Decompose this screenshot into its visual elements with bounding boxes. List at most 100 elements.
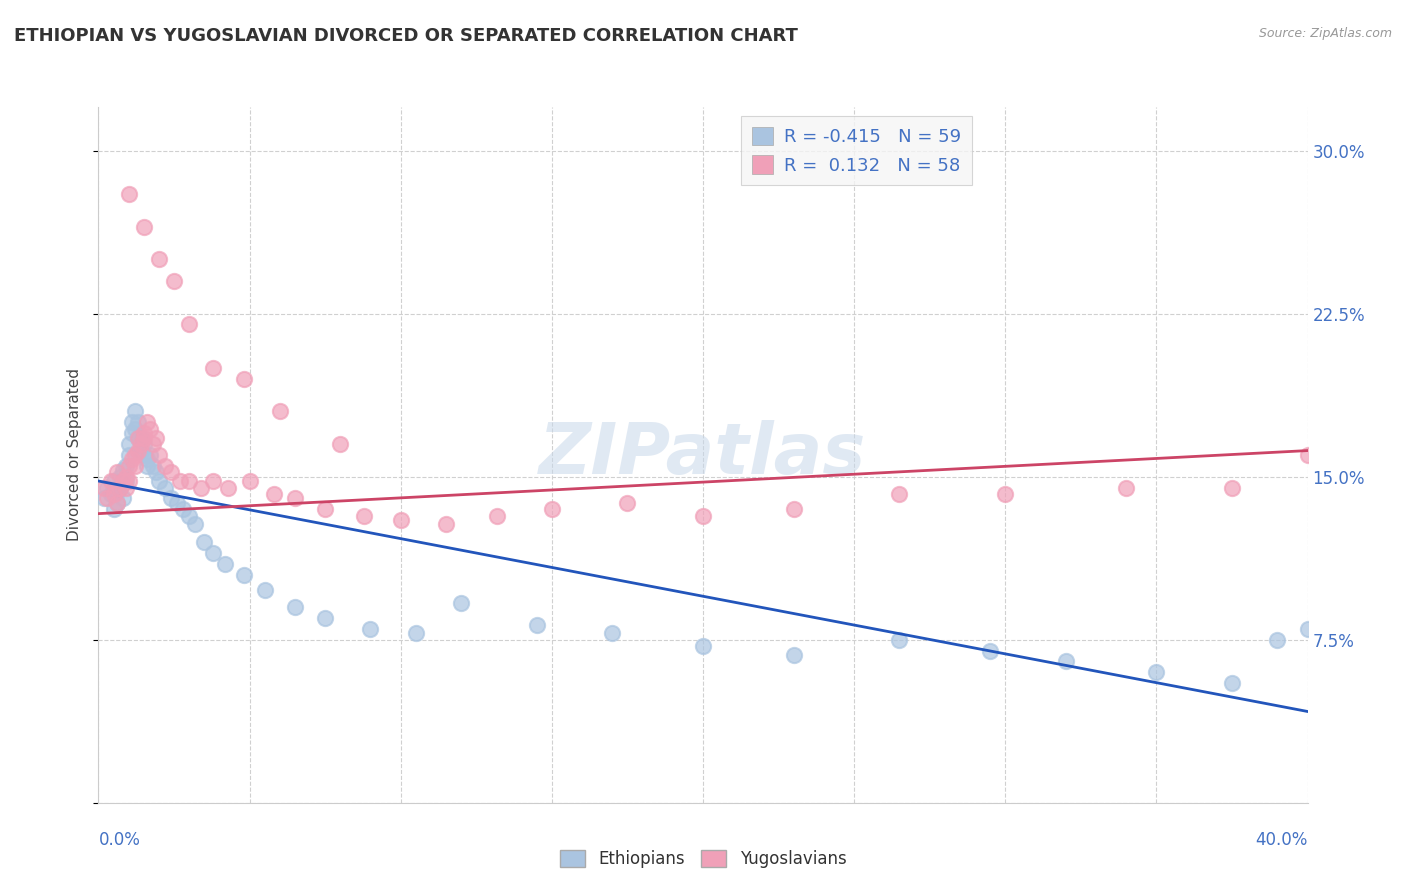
Point <box>135 458 157 473</box>
Point <box>118 186 141 201</box>
Point <box>108 481 131 495</box>
Point <box>284 600 307 615</box>
Point <box>142 458 165 473</box>
Point <box>692 639 714 653</box>
Point <box>132 219 155 234</box>
Point <box>111 491 134 506</box>
Point <box>124 404 146 418</box>
Point <box>148 252 170 267</box>
Point <box>127 431 149 445</box>
Point <box>148 448 170 462</box>
Point <box>166 496 188 510</box>
Legend: R = -0.415   N = 59, R =  0.132   N = 58: R = -0.415 N = 59, R = 0.132 N = 58 <box>741 116 972 186</box>
Point <box>105 496 128 510</box>
Text: Source: ZipAtlas.com: Source: ZipAtlas.com <box>1258 27 1392 40</box>
Point <box>329 437 352 451</box>
Point <box>114 481 136 495</box>
Point <box>202 360 225 375</box>
Point <box>172 502 194 516</box>
Point <box>135 452 157 467</box>
Point <box>217 481 239 495</box>
Point <box>314 611 336 625</box>
Point <box>360 622 382 636</box>
Point <box>179 508 201 523</box>
Point <box>450 596 472 610</box>
Point <box>1220 481 1243 495</box>
Point <box>100 474 122 488</box>
Point <box>232 372 254 386</box>
Point <box>114 458 136 473</box>
Point <box>526 617 548 632</box>
Point <box>1296 448 1319 462</box>
Point <box>145 431 167 445</box>
Y-axis label: Divorced or Separated: Divorced or Separated <box>66 368 82 541</box>
Text: ETHIOPIAN VS YUGOSLAVIAN DIVORCED OR SEPARATED CORRELATION CHART: ETHIOPIAN VS YUGOSLAVIAN DIVORCED OR SEP… <box>14 27 799 45</box>
Point <box>139 422 162 436</box>
Point <box>127 443 149 458</box>
Point <box>160 466 183 480</box>
Point <box>263 487 285 501</box>
Point <box>979 643 1001 657</box>
Point <box>96 481 118 495</box>
Point <box>124 422 146 436</box>
Point <box>405 626 427 640</box>
Point <box>783 648 806 662</box>
Point <box>486 508 509 523</box>
Point <box>434 517 457 532</box>
Point <box>114 469 136 483</box>
Point <box>118 474 141 488</box>
Point <box>1327 682 1350 697</box>
Point <box>160 491 183 506</box>
Point <box>269 404 291 418</box>
Point <box>602 626 624 640</box>
Point <box>124 458 146 473</box>
Point <box>93 481 115 495</box>
Point <box>103 502 125 516</box>
Point <box>540 502 562 516</box>
Point <box>127 431 149 445</box>
Point <box>127 415 149 429</box>
Point <box>314 502 336 516</box>
Point <box>214 557 236 571</box>
Point <box>142 437 165 451</box>
Point <box>389 513 412 527</box>
Point <box>184 517 207 532</box>
Point <box>1115 481 1137 495</box>
Point <box>783 502 806 516</box>
Point <box>96 491 118 506</box>
Point <box>105 466 128 480</box>
Point <box>253 582 276 597</box>
Point <box>145 466 167 480</box>
Point <box>103 487 125 501</box>
Point <box>118 437 141 451</box>
Point <box>129 437 152 451</box>
Point <box>190 481 212 495</box>
Point <box>616 496 638 510</box>
Point <box>103 474 125 488</box>
Point <box>132 426 155 441</box>
Point <box>232 567 254 582</box>
Point <box>100 487 122 501</box>
Point <box>163 274 186 288</box>
Point <box>239 474 262 488</box>
Point <box>353 508 375 523</box>
Point <box>129 443 152 458</box>
Point <box>193 535 215 549</box>
Point <box>889 487 911 501</box>
Text: ZIPatlas: ZIPatlas <box>540 420 866 490</box>
Point <box>202 546 225 560</box>
Legend: Ethiopians, Yugoslavians: Ethiopians, Yugoslavians <box>553 843 853 875</box>
Point <box>132 431 155 445</box>
Point <box>105 484 128 499</box>
Point <box>994 487 1017 501</box>
Point <box>121 415 143 429</box>
Point <box>179 318 201 332</box>
Point <box>179 474 201 488</box>
Point <box>108 481 131 495</box>
Text: 40.0%: 40.0% <box>1256 830 1308 848</box>
Point <box>153 481 176 495</box>
Point <box>105 496 128 510</box>
Point <box>121 426 143 441</box>
Point <box>148 474 170 488</box>
Point <box>139 448 162 462</box>
